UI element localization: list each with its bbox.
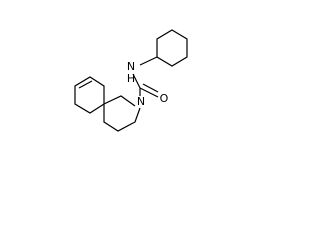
- atom-label: O: [160, 92, 169, 105]
- bond: [132, 73, 141, 89]
- page: N H N O (() => { const data = JSON.parse…: [74, 29, 188, 132]
- cyclohexane-ring: [156, 29, 188, 67]
- atom-label: H: [127, 72, 135, 85]
- cyclohexene-ring: [74, 76, 105, 114]
- bond: [139, 56, 158, 66]
- piperidine-ring: [103, 95, 141, 132]
- bond: [139, 87, 159, 98]
- atom-label: N: [137, 95, 145, 108]
- double-bond: [78, 80, 93, 89]
- atom-label: N: [127, 60, 135, 73]
- structure: N H N O: [74, 29, 188, 132]
- bond: [142, 83, 159, 93]
